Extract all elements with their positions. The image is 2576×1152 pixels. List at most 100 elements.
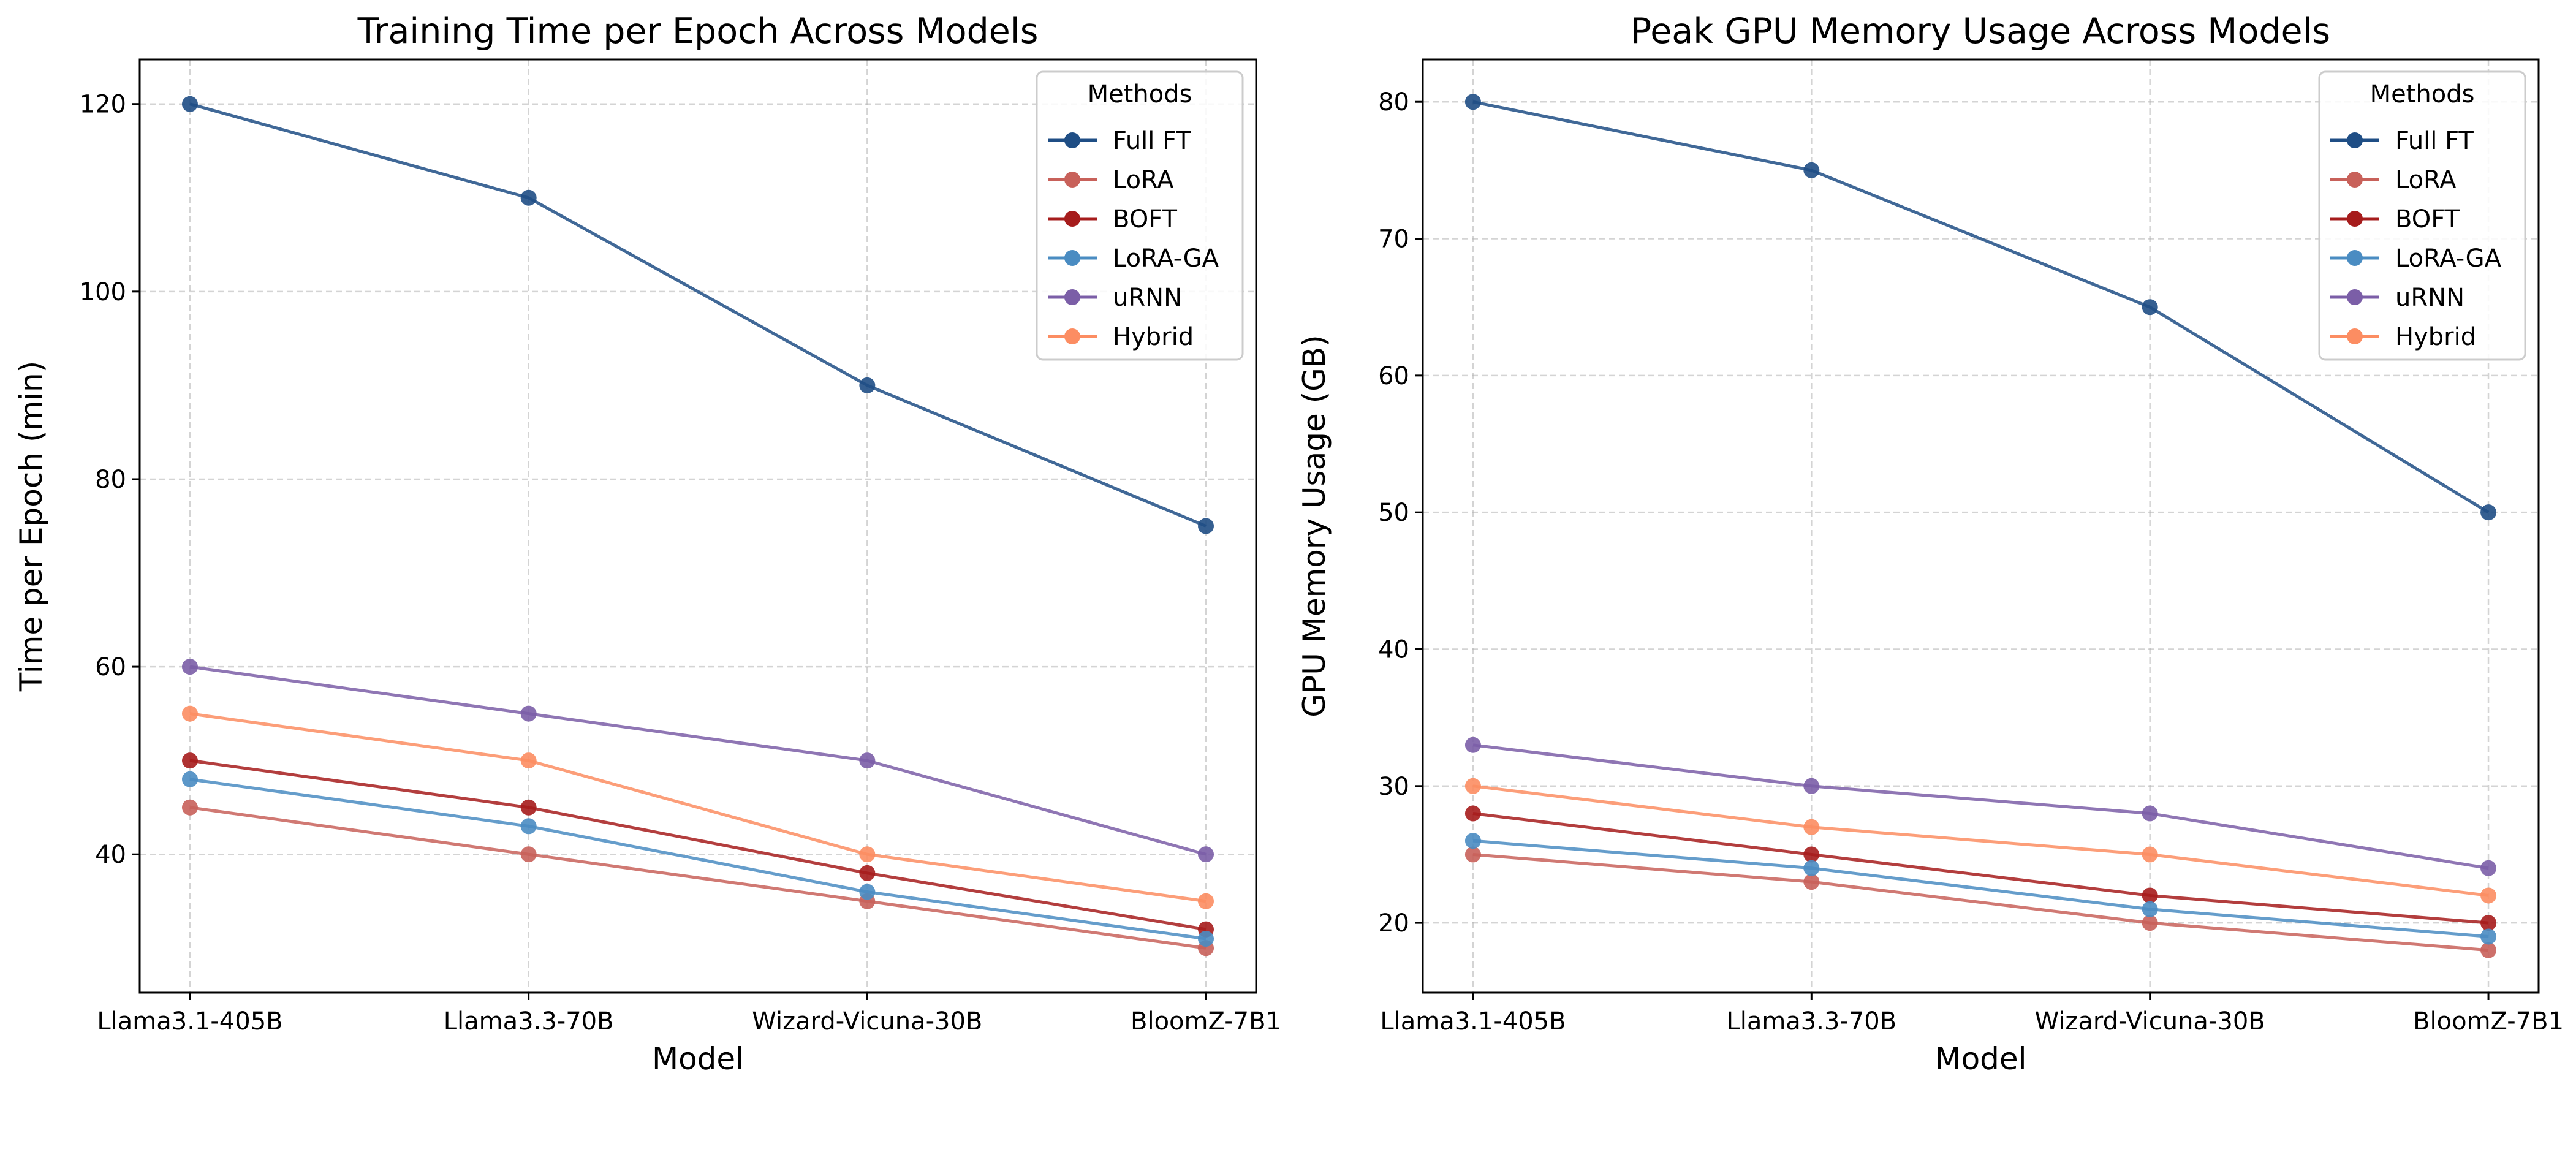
y-tick-label: 80 [95,466,126,494]
legend-label: Hybrid [1113,323,1194,351]
legend: Methods Full FT LoRA BOFT LoRA-GA uRNN Hybrid [2318,70,2526,361]
data-point [859,752,876,769]
data-point [1198,930,1214,947]
series-line [1472,784,2489,897]
legend-label: BOFT [1113,205,1178,233]
series-line [1472,839,2489,938]
data-point [859,865,876,881]
data-point [1803,846,1820,863]
series-lora [1464,846,2497,958]
legend-item: uRNN [1048,284,1182,312]
legend-label: Full FT [2395,127,2474,155]
series-full-ft [1464,94,2497,521]
data-point [1464,833,1481,849]
legend-marker [2347,328,2363,344]
data-point [520,752,537,769]
series-line [189,665,1207,856]
y-tick-label: 20 [1378,909,1409,938]
data-point [2480,860,2497,876]
legend-marker [1064,328,1080,344]
series-lora-ga [1464,833,2497,945]
x-axis-label: Model [1934,1041,2026,1077]
chart-training-time: 40 60 80 100 120 Llama3.1-405B Llama3.3-70B Wiz… [13,11,1281,1077]
y-axis-label: Time per Epoch (min) [13,361,49,692]
legend-marker [1064,172,1080,188]
y-axis-label: GPU Memory Usage (GB) [1297,335,1332,717]
data-point [181,771,198,787]
legend-item: LoRA-GA [1048,244,1219,273]
y-tick-label: 70 [1378,225,1409,254]
y-tick-label: 80 [1378,88,1409,116]
data-point [520,189,537,206]
legend-label: LoRA-GA [2395,244,2502,273]
plot-frame [138,58,1257,994]
series-line [1472,100,2490,514]
data-point [2142,846,2158,863]
legend-item: Hybrid [2330,323,2476,351]
series-urnn [1464,737,2497,876]
y-tick-label: 60 [1378,362,1409,390]
series-urnn [181,659,1214,863]
legend-item: LoRA [1048,166,1174,194]
x-tick-label: BloomZ-7B1 [2413,1007,2564,1036]
series-full-ft [181,96,1214,534]
x-tick-label: Llama3.1-405B [1380,1007,1566,1036]
series-lora-ga [181,771,1214,947]
legend-item: LoRA [2330,166,2457,194]
legend-marker [1064,289,1080,305]
data-point [2480,915,2497,931]
x-axis-label: Model [652,1041,744,1077]
legend-label: LoRA [2395,166,2457,194]
legend-label: uRNN [1113,284,1182,312]
data-point [1464,737,1481,753]
data-point [2480,887,2497,904]
legend-label: Full FT [1113,127,1191,155]
legend-marker [2347,172,2363,188]
y-tick-label: 120 [80,91,126,119]
data-point [181,752,198,769]
data-point [181,96,198,112]
y-tick-label: 100 [80,278,126,306]
data-point [1464,805,1481,822]
legend-label: LoRA-GA [1113,244,1219,273]
data-point [859,846,876,863]
data-point [181,705,198,722]
y-tick-label: 40 [95,841,126,869]
legend-marker [2347,211,2363,227]
series-boft [181,752,1214,938]
series-line [189,806,1207,950]
data-point [2480,928,2497,945]
data-point [520,846,537,863]
x-tick-label: Wizard-Vicuna-30B [752,1007,982,1036]
data-point [1464,846,1481,863]
plot-frame [1422,58,2540,994]
legend-box [1036,70,1244,361]
legend-marker [2347,132,2363,148]
data-point [859,377,876,393]
data-point [1198,893,1214,909]
legend-label: BOFT [2395,205,2460,233]
data-point [181,659,198,675]
data-point [1803,874,1820,890]
series-line [1472,852,2489,952]
legend-label: LoRA [1113,166,1174,194]
series-lora [181,799,1214,957]
data-point [2480,504,2497,521]
data-point [1803,778,1820,794]
series-line [1472,811,2489,925]
data-point [520,818,537,835]
legend-box [2318,70,2526,361]
legend-item: Full FT [2330,127,2474,155]
legend-label: uRNN [2395,284,2464,312]
data-point [1198,846,1214,863]
legend-marker [2347,250,2363,266]
data-point [2142,299,2158,316]
legend-title: Methods [2370,80,2475,108]
legend-marker [1064,132,1080,148]
chart-gpu-memory: 20 30 40 50 60 70 80 Llama3.1-405B Llama3.3-70B W… [1297,11,2564,1077]
legend-item: BOFT [1048,205,1178,233]
data-point [2142,901,2158,917]
data-point [2480,942,2497,958]
data-point [1464,94,1481,110]
data-point [520,799,537,816]
